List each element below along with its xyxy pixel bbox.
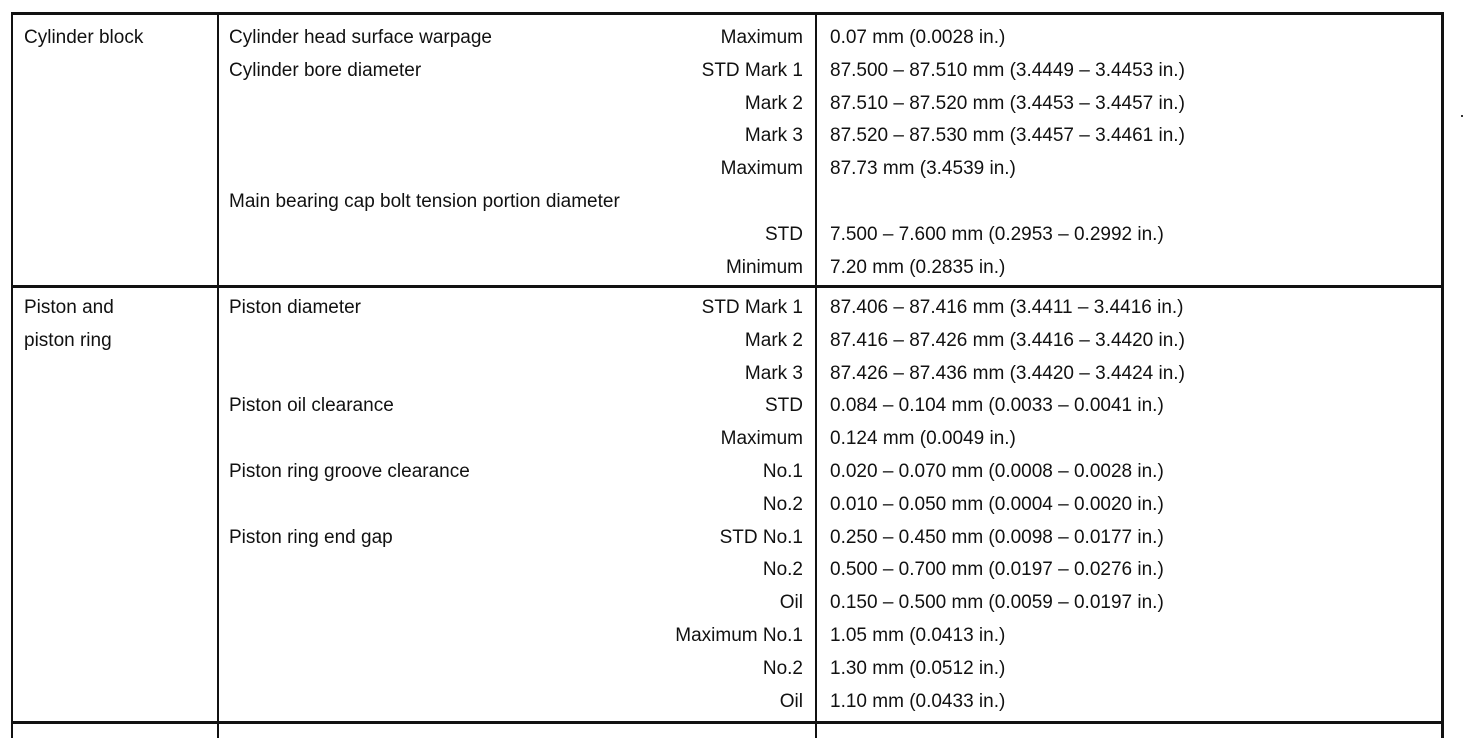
spec-value: 87.500 – 87.510 mm (3.4449 – 3.4453 in.) — [830, 59, 1185, 81]
spec-value: 7.500 – 7.600 mm (0.2953 – 0.2992 in.) — [830, 223, 1164, 245]
spec-value: 0.124 mm (0.0049 in.) — [830, 428, 1016, 450]
condition-label: No.2 — [762, 657, 803, 679]
condition-label: Minimum — [725, 256, 803, 278]
spec-value: 0.500 – 0.700 mm (0.0197 – 0.0276 in.) — [830, 559, 1164, 581]
section-divider — [11, 721, 1443, 724]
spec-value: 1.05 mm (0.0413 in.) — [830, 625, 1006, 646]
section-name: Piston and — [24, 297, 114, 318]
condition-label: STD — [765, 395, 803, 417]
condition-label: STD — [765, 223, 803, 245]
spec-value: 87.406 – 87.416 mm (3.4411 – 3.4416 in.) — [830, 297, 1184, 318]
spec-value: 0.07 mm (0.0028 in.) — [830, 27, 1006, 48]
condition-label: Maximum No.1 — [675, 625, 803, 646]
section-divider — [11, 285, 1443, 288]
item-label: Cylinder bore diameter — [229, 59, 422, 81]
condition-label: No.1 — [762, 461, 803, 482]
scan-speck — [1461, 115, 1463, 117]
spec-value: 87.416 – 87.426 mm (3.4416 – 3.4420 in.) — [830, 329, 1185, 351]
condition-label: Oil — [779, 690, 803, 712]
condition-label: Mark 3 — [744, 362, 803, 384]
item-label: Cylinder head surface warpage — [229, 27, 492, 48]
condition-label: Maximum — [720, 428, 803, 450]
right-border — [1441, 12, 1444, 738]
item-label: Piston ring end gap — [229, 526, 393, 548]
item-label: Piston oil clearance — [229, 395, 394, 417]
spec-value: 7.20 mm (0.2835 in.) — [830, 256, 1006, 278]
spec-value: 0.150 – 0.500 mm (0.0059 – 0.0197 in.) — [830, 592, 1164, 614]
spec-value: 0.250 – 0.450 mm (0.0098 – 0.0177 in.) — [830, 526, 1164, 548]
item-label: Piston diameter — [229, 297, 362, 318]
condition-label: Maximum — [720, 27, 803, 48]
section-name: Cylinder block — [24, 27, 144, 48]
spec-value: 87.73 mm (3.4539 in.) — [830, 158, 1016, 180]
spec-value: 0.010 – 0.050 mm (0.0004 – 0.0020 in.) — [830, 493, 1164, 515]
spec-value: 1.10 mm (0.0433 in.) — [830, 690, 1006, 712]
top-border — [11, 12, 1443, 15]
left-border — [11, 12, 13, 738]
item-label: Piston ring groove clearance — [229, 461, 470, 482]
spec-value: 87.510 – 87.520 mm (3.4453 – 3.4457 in.) — [830, 92, 1185, 114]
condition-label: STD Mark 1 — [701, 297, 803, 318]
condition-label: STD Mark 1 — [701, 59, 803, 81]
spec-value: 0.020 – 0.070 mm (0.0008 – 0.0028 in.) — [830, 461, 1164, 482]
spec-value: 0.084 – 0.104 mm (0.0033 – 0.0041 in.) — [830, 395, 1164, 417]
condition-label: No.2 — [762, 559, 803, 581]
item-label: Main bearing cap bolt tension portion di… — [229, 191, 620, 212]
spec-value: 87.426 – 87.436 mm (3.4420 – 3.4424 in.) — [830, 362, 1185, 384]
condition-label: Mark 3 — [744, 125, 803, 147]
condition-label: Mark 2 — [744, 92, 803, 114]
column-divider-item — [217, 12, 219, 738]
condition-label: No.2 — [762, 493, 803, 515]
column-divider-spec — [815, 12, 817, 738]
condition-label: Oil — [779, 592, 803, 614]
condition-label: Mark 2 — [744, 329, 803, 351]
spec-value: 1.30 mm (0.0512 in.) — [830, 657, 1006, 679]
spec-value: 87.520 – 87.530 mm (3.4457 – 3.4461 in.) — [830, 125, 1185, 147]
condition-label: STD No.1 — [719, 526, 803, 548]
condition-label: Maximum — [720, 158, 803, 180]
section-name: piston ring — [24, 330, 112, 351]
